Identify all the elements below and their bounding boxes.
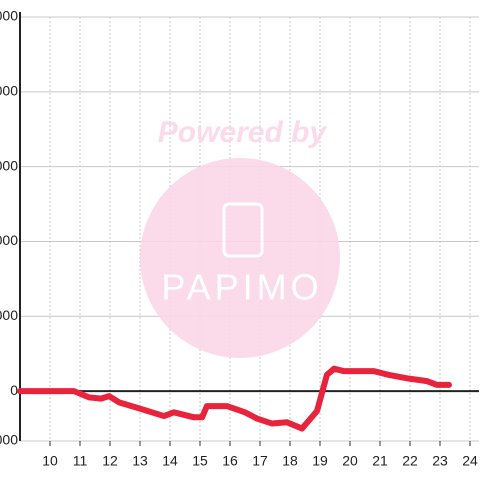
watermark-phone [222, 202, 264, 258]
x-tick-label: 21 [372, 453, 388, 469]
watermark-circle [140, 158, 340, 358]
y-tick-label: 30,000 [0, 307, 18, 323]
watermark-brand: PAPIMO [161, 267, 322, 308]
y-tick-label: -20,000 [0, 432, 18, 448]
x-tick-label: 24 [462, 453, 478, 469]
x-tick-label: 14 [162, 453, 178, 469]
y-tick-label: 60,000 [0, 232, 18, 248]
x-tick-label: 22 [402, 453, 418, 469]
x-tick-label: 16 [222, 453, 238, 469]
y-tick-label: 0 [10, 382, 18, 398]
data-line [17, 365, 452, 432]
x-tick-label: 11 [73, 453, 88, 469]
y-tick-label: 150,000 [0, 8, 18, 24]
x-tick-label: 17 [252, 453, 268, 469]
watermark: Powered by PAPIMO [140, 116, 340, 358]
y-tick-label: 120,000 [0, 83, 18, 99]
x-tick-label: 15 [192, 453, 208, 469]
x-tick-label: 10 [42, 453, 58, 469]
x-tick-label: 19 [312, 453, 328, 469]
watermark-title: Powered by [158, 116, 328, 149]
x-tick-label: 20 [342, 453, 358, 469]
y-tick-label: 90,000 [0, 157, 18, 173]
x-tick-label: 12 [102, 453, 118, 469]
x-tick-label: 23 [432, 453, 448, 469]
x-tick-label: 18 [282, 453, 298, 469]
x-tick-label: 13 [132, 453, 148, 469]
